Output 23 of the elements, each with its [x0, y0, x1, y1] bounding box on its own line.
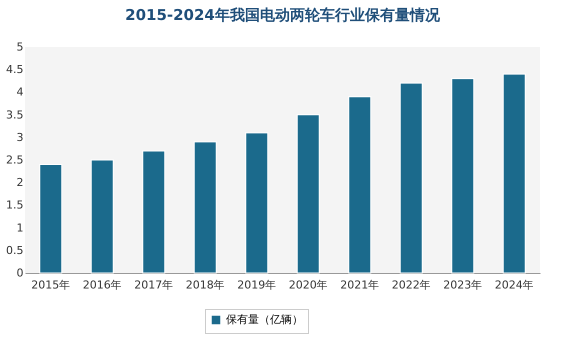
- x-tick-label: 2022年: [392, 278, 431, 292]
- x-tick-label: 2016年: [82, 278, 122, 292]
- x-tick-label: 2024年: [494, 278, 534, 292]
- x-tick-label: 2020年: [288, 278, 328, 292]
- y-tick-label: 1: [16, 221, 24, 234]
- y-tick-label: 3.5: [6, 108, 24, 122]
- y-tick-label: 5: [16, 40, 24, 54]
- x-tick-label: 2018年: [186, 278, 225, 292]
- legend-label: 保有量（亿辆）: [226, 313, 303, 326]
- x-tick-label: 2017年: [134, 278, 174, 292]
- y-tick-label: 4.5: [6, 63, 24, 76]
- x-tick-label: 2023年: [443, 278, 482, 292]
- y-tick-label: 2.5: [6, 154, 24, 166]
- y-tick-label: 3: [16, 130, 24, 144]
- y-tick-label: 4: [16, 86, 24, 99]
- y-tick-label: 0.5: [6, 244, 24, 257]
- chart-title: 2015-2024年我国电动两轮车行业保有量情况: [125, 6, 441, 24]
- x-tick-label: 2021年: [340, 278, 380, 292]
- x-tick-label: 2019年: [237, 278, 276, 292]
- y-tick-label: 2: [16, 176, 24, 190]
- x-tick-label: 2015年: [31, 278, 70, 292]
- y-tick-label: 1.5: [6, 198, 24, 212]
- y-tick-label: 0: [16, 266, 24, 280]
